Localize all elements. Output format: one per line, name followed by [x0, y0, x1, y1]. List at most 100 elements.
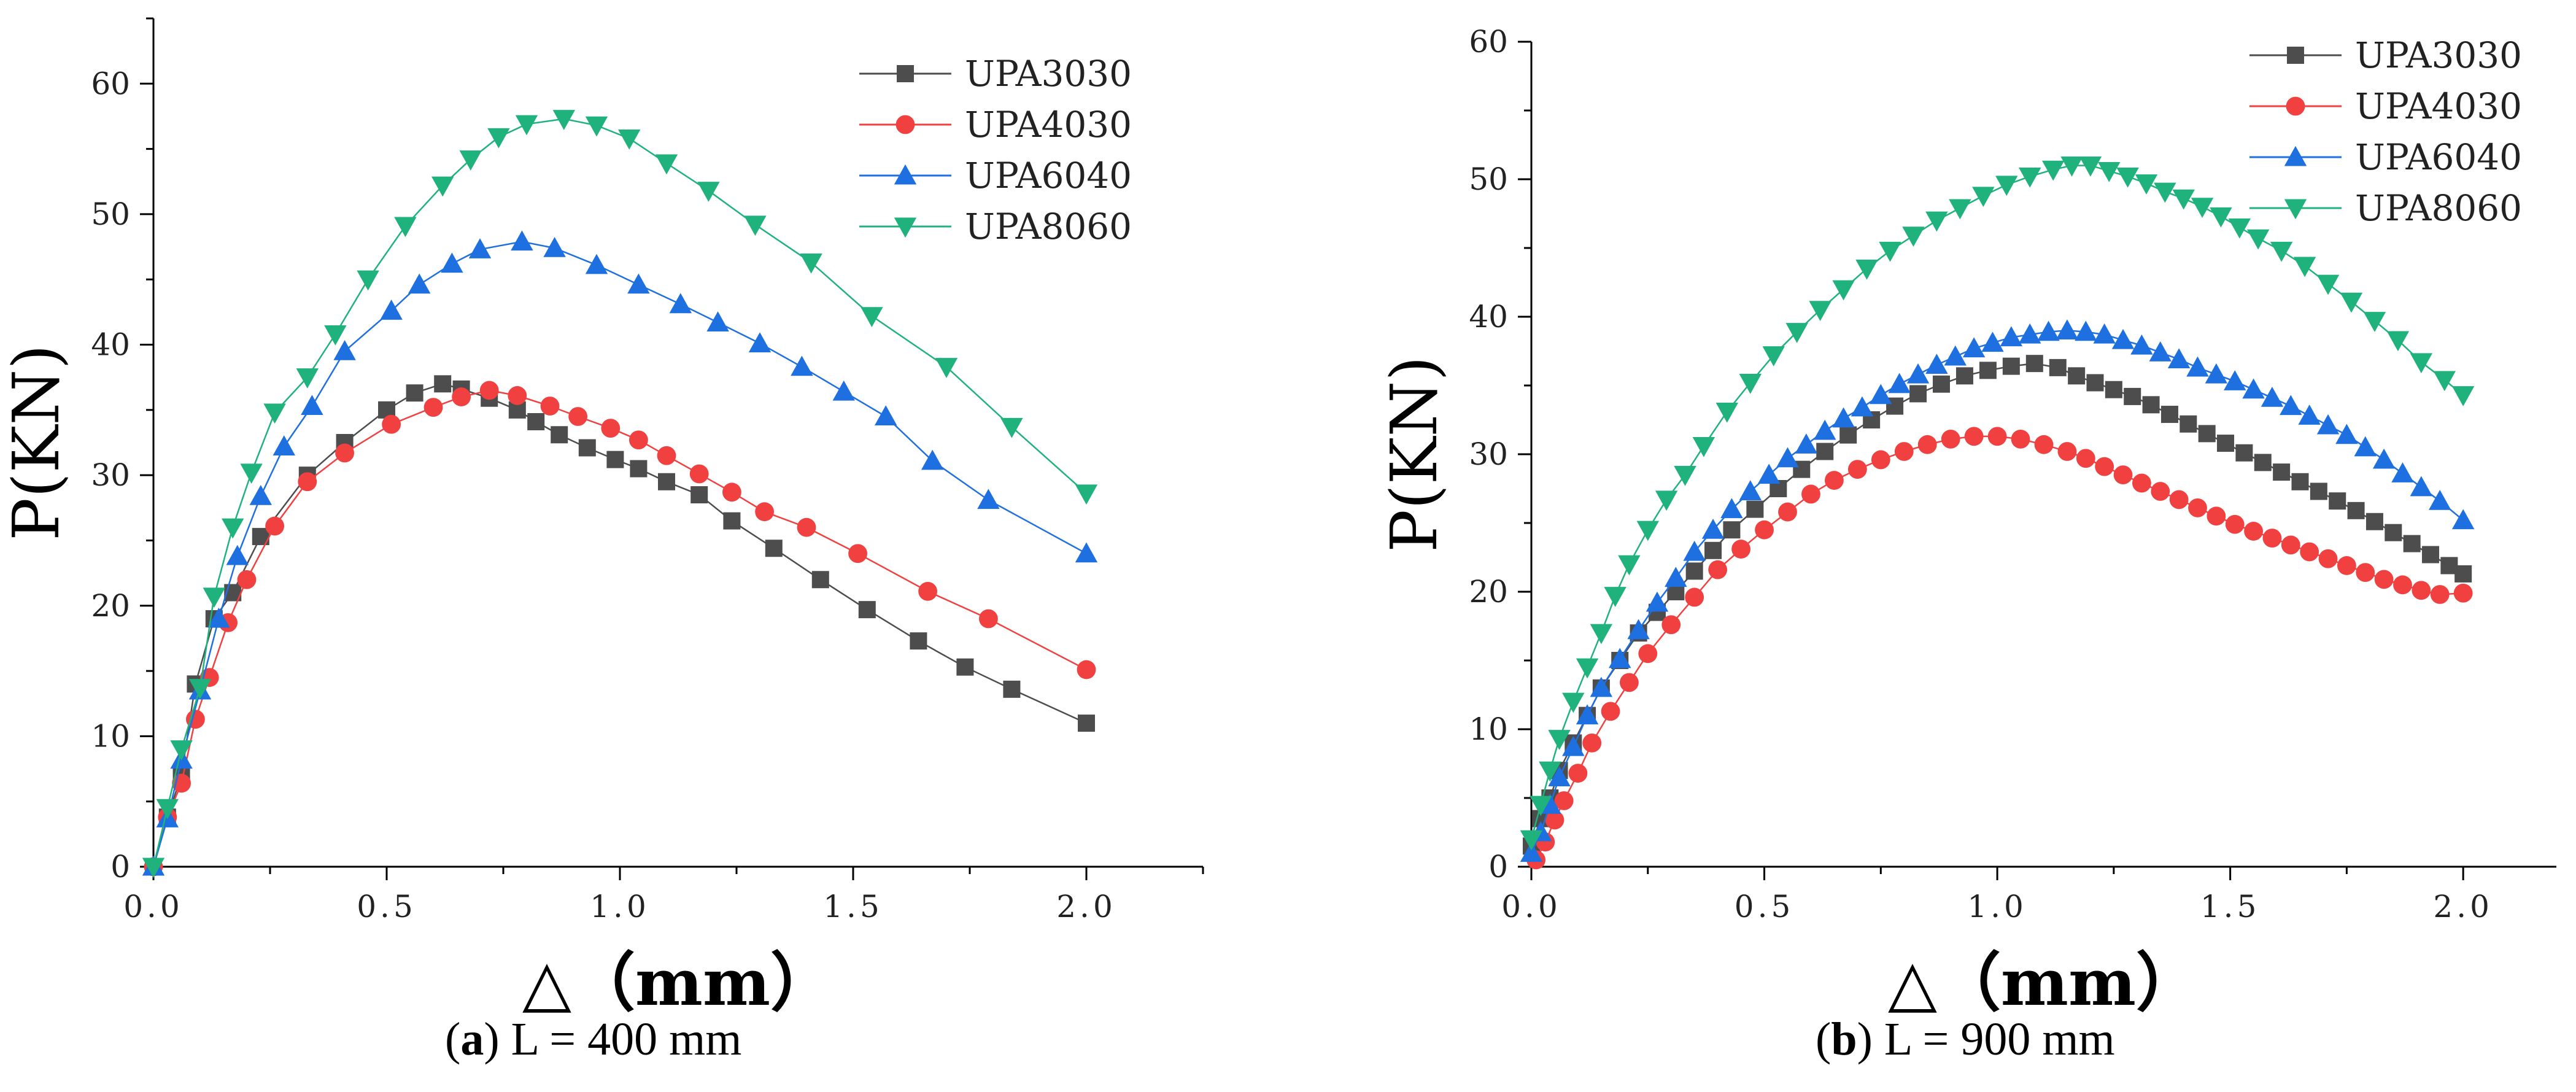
data-point [2198, 425, 2216, 443]
data-point [249, 484, 272, 505]
data-point [1000, 417, 1023, 438]
data-point [2167, 348, 2191, 368]
data-point [1847, 460, 1867, 479]
data-point [1674, 466, 1696, 486]
y-tick-label: 30 [1469, 436, 1508, 472]
y-tick-label: 60 [91, 66, 130, 101]
chart-a: 0 10 20 30 40 50 60 0.0 0.5 1.0 1.5 2.0 △（mm） P(KN) UP… [0, 17, 1204, 1020]
data-point [1888, 373, 1911, 393]
data-point [1548, 730, 1571, 750]
data-point [1925, 354, 1948, 374]
data-point [170, 740, 193, 761]
data-point [797, 517, 816, 537]
data-point [1917, 435, 1937, 454]
legend-label: UPA8060 [965, 206, 1132, 247]
data-point [1683, 540, 1706, 561]
data-point [1925, 211, 1948, 232]
data-point [142, 858, 165, 878]
data-point [1529, 796, 1552, 816]
data-point [2337, 556, 2356, 575]
data-point [380, 300, 403, 320]
data-point [2086, 374, 2104, 392]
data-point [1685, 587, 1704, 607]
data-point [2057, 442, 2077, 461]
data-point [832, 380, 855, 401]
data-point [2210, 207, 2232, 228]
legend-marker [894, 164, 917, 185]
data-point [2098, 162, 2121, 182]
data-point [935, 358, 958, 378]
data-point [1832, 407, 1855, 428]
data-point [2132, 473, 2151, 493]
data-point [2273, 463, 2291, 481]
data-point [1785, 323, 1808, 343]
legend-label: UPA6040 [965, 155, 1132, 196]
data-point [2095, 457, 2114, 476]
data-point [2076, 449, 2095, 468]
data-point [1723, 521, 1741, 539]
data-point [357, 270, 379, 291]
data-point [1949, 199, 1971, 220]
data-point [1832, 280, 1855, 301]
data-point [2056, 319, 2079, 339]
data-point [1075, 484, 1098, 505]
x-tick-label: 0.0 [123, 889, 184, 924]
data-point [1620, 673, 1639, 692]
series-UPA6040 [142, 230, 1098, 876]
data-point [2130, 334, 2153, 355]
series-line [152, 241, 1087, 867]
data-point [1909, 385, 1927, 403]
data-point [1739, 373, 1762, 394]
data-point [2372, 448, 2396, 469]
data-point [324, 325, 347, 346]
data-point [2124, 387, 2141, 405]
data-point [551, 426, 568, 444]
data-point [1855, 260, 1878, 280]
data-point [2244, 522, 2263, 541]
y-tick-label: 10 [1469, 711, 1508, 747]
data-point [468, 238, 492, 258]
chart-b: 0 10 20 30 40 50 60 0.0 0.5 1.0 1.5 2.0 △（mm） P(KN) UP… [1377, 24, 2556, 1020]
data-point [1562, 735, 1585, 756]
data-point [1778, 502, 1797, 522]
data-point [1839, 426, 1857, 444]
data-point [748, 332, 772, 352]
data-point [2412, 581, 2431, 600]
data-point [2000, 326, 2023, 347]
data-point [1636, 521, 1659, 541]
data-point [2316, 414, 2340, 435]
data-point [655, 154, 678, 175]
data-point [203, 587, 225, 608]
data-point [2451, 386, 2475, 406]
data-point [2116, 167, 2139, 188]
data-point [1962, 337, 1986, 358]
x-tick-label: 1.0 [590, 889, 650, 924]
series-UPA6040 [1520, 319, 2475, 862]
data-point [1701, 519, 1725, 539]
legend-label: UPA4030 [2355, 85, 2522, 127]
x-tick-label: 0.5 [1735, 889, 1795, 924]
data-point [2169, 490, 2189, 509]
legend-label: UPA8060 [2355, 187, 2522, 229]
data-point [240, 463, 263, 484]
data-point [618, 130, 641, 150]
data-point [2298, 405, 2321, 425]
data-point [2154, 182, 2176, 203]
data-point [296, 368, 319, 389]
data-point [298, 472, 317, 492]
y-tick-label: 40 [91, 327, 130, 363]
data-point [333, 339, 356, 360]
data-point [2393, 575, 2412, 595]
data-point [2454, 565, 2472, 583]
data-point [2111, 328, 2135, 349]
data-point [744, 215, 767, 236]
y-tick-label: 60 [1469, 24, 1508, 60]
data-point [1870, 384, 1892, 405]
data-point [568, 407, 587, 426]
data-point [690, 486, 708, 504]
data-point [1964, 427, 1984, 446]
data-point [452, 387, 471, 406]
data-point [2188, 498, 2207, 517]
data-point [585, 116, 608, 137]
